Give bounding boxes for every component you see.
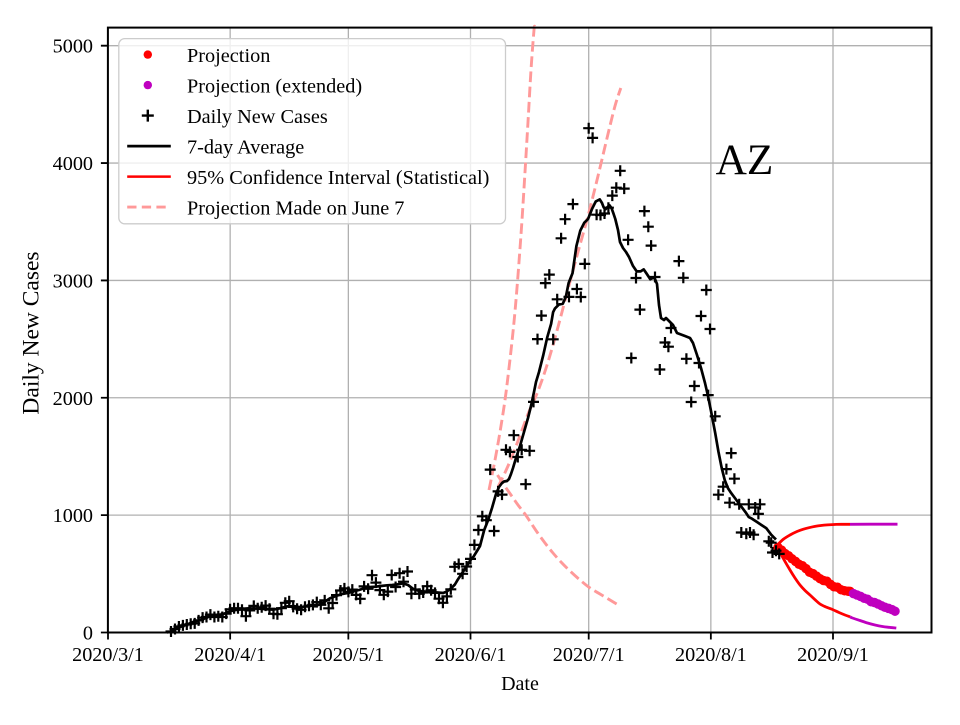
svg-text:Projection: Projection	[187, 45, 270, 67]
svg-text:2020/5/1: 2020/5/1	[313, 644, 385, 666]
svg-text:2020/6/1: 2020/6/1	[435, 644, 507, 666]
svg-text:3000: 3000	[53, 270, 93, 292]
svg-text:Projection (extended): Projection (extended)	[187, 75, 362, 97]
svg-text:Projection Made on June 7: Projection Made on June 7	[187, 197, 404, 219]
svg-text:2020/9/1: 2020/9/1	[797, 644, 869, 666]
svg-text:2020/8/1: 2020/8/1	[675, 644, 747, 666]
svg-text:95% Confidence Interval (Stati: 95% Confidence Interval (Statistical)	[187, 167, 489, 189]
svg-text:Daily New Cases: Daily New Cases	[18, 251, 44, 414]
svg-text:1000: 1000	[53, 505, 93, 527]
svg-text:2020/3/1: 2020/3/1	[72, 644, 144, 666]
svg-text:4000: 4000	[53, 153, 93, 175]
svg-text:7-day Average: 7-day Average	[187, 136, 304, 158]
svg-text:2020/7/1: 2020/7/1	[553, 644, 625, 666]
svg-text:2000: 2000	[53, 388, 93, 410]
svg-text:0: 0	[83, 623, 93, 645]
svg-text:5000: 5000	[53, 36, 93, 58]
svg-text:Date: Date	[501, 673, 539, 695]
svg-text:2020/4/1: 2020/4/1	[194, 644, 266, 666]
svg-text:Daily New Cases: Daily New Cases	[187, 106, 328, 128]
svg-text:AZ: AZ	[716, 136, 774, 184]
